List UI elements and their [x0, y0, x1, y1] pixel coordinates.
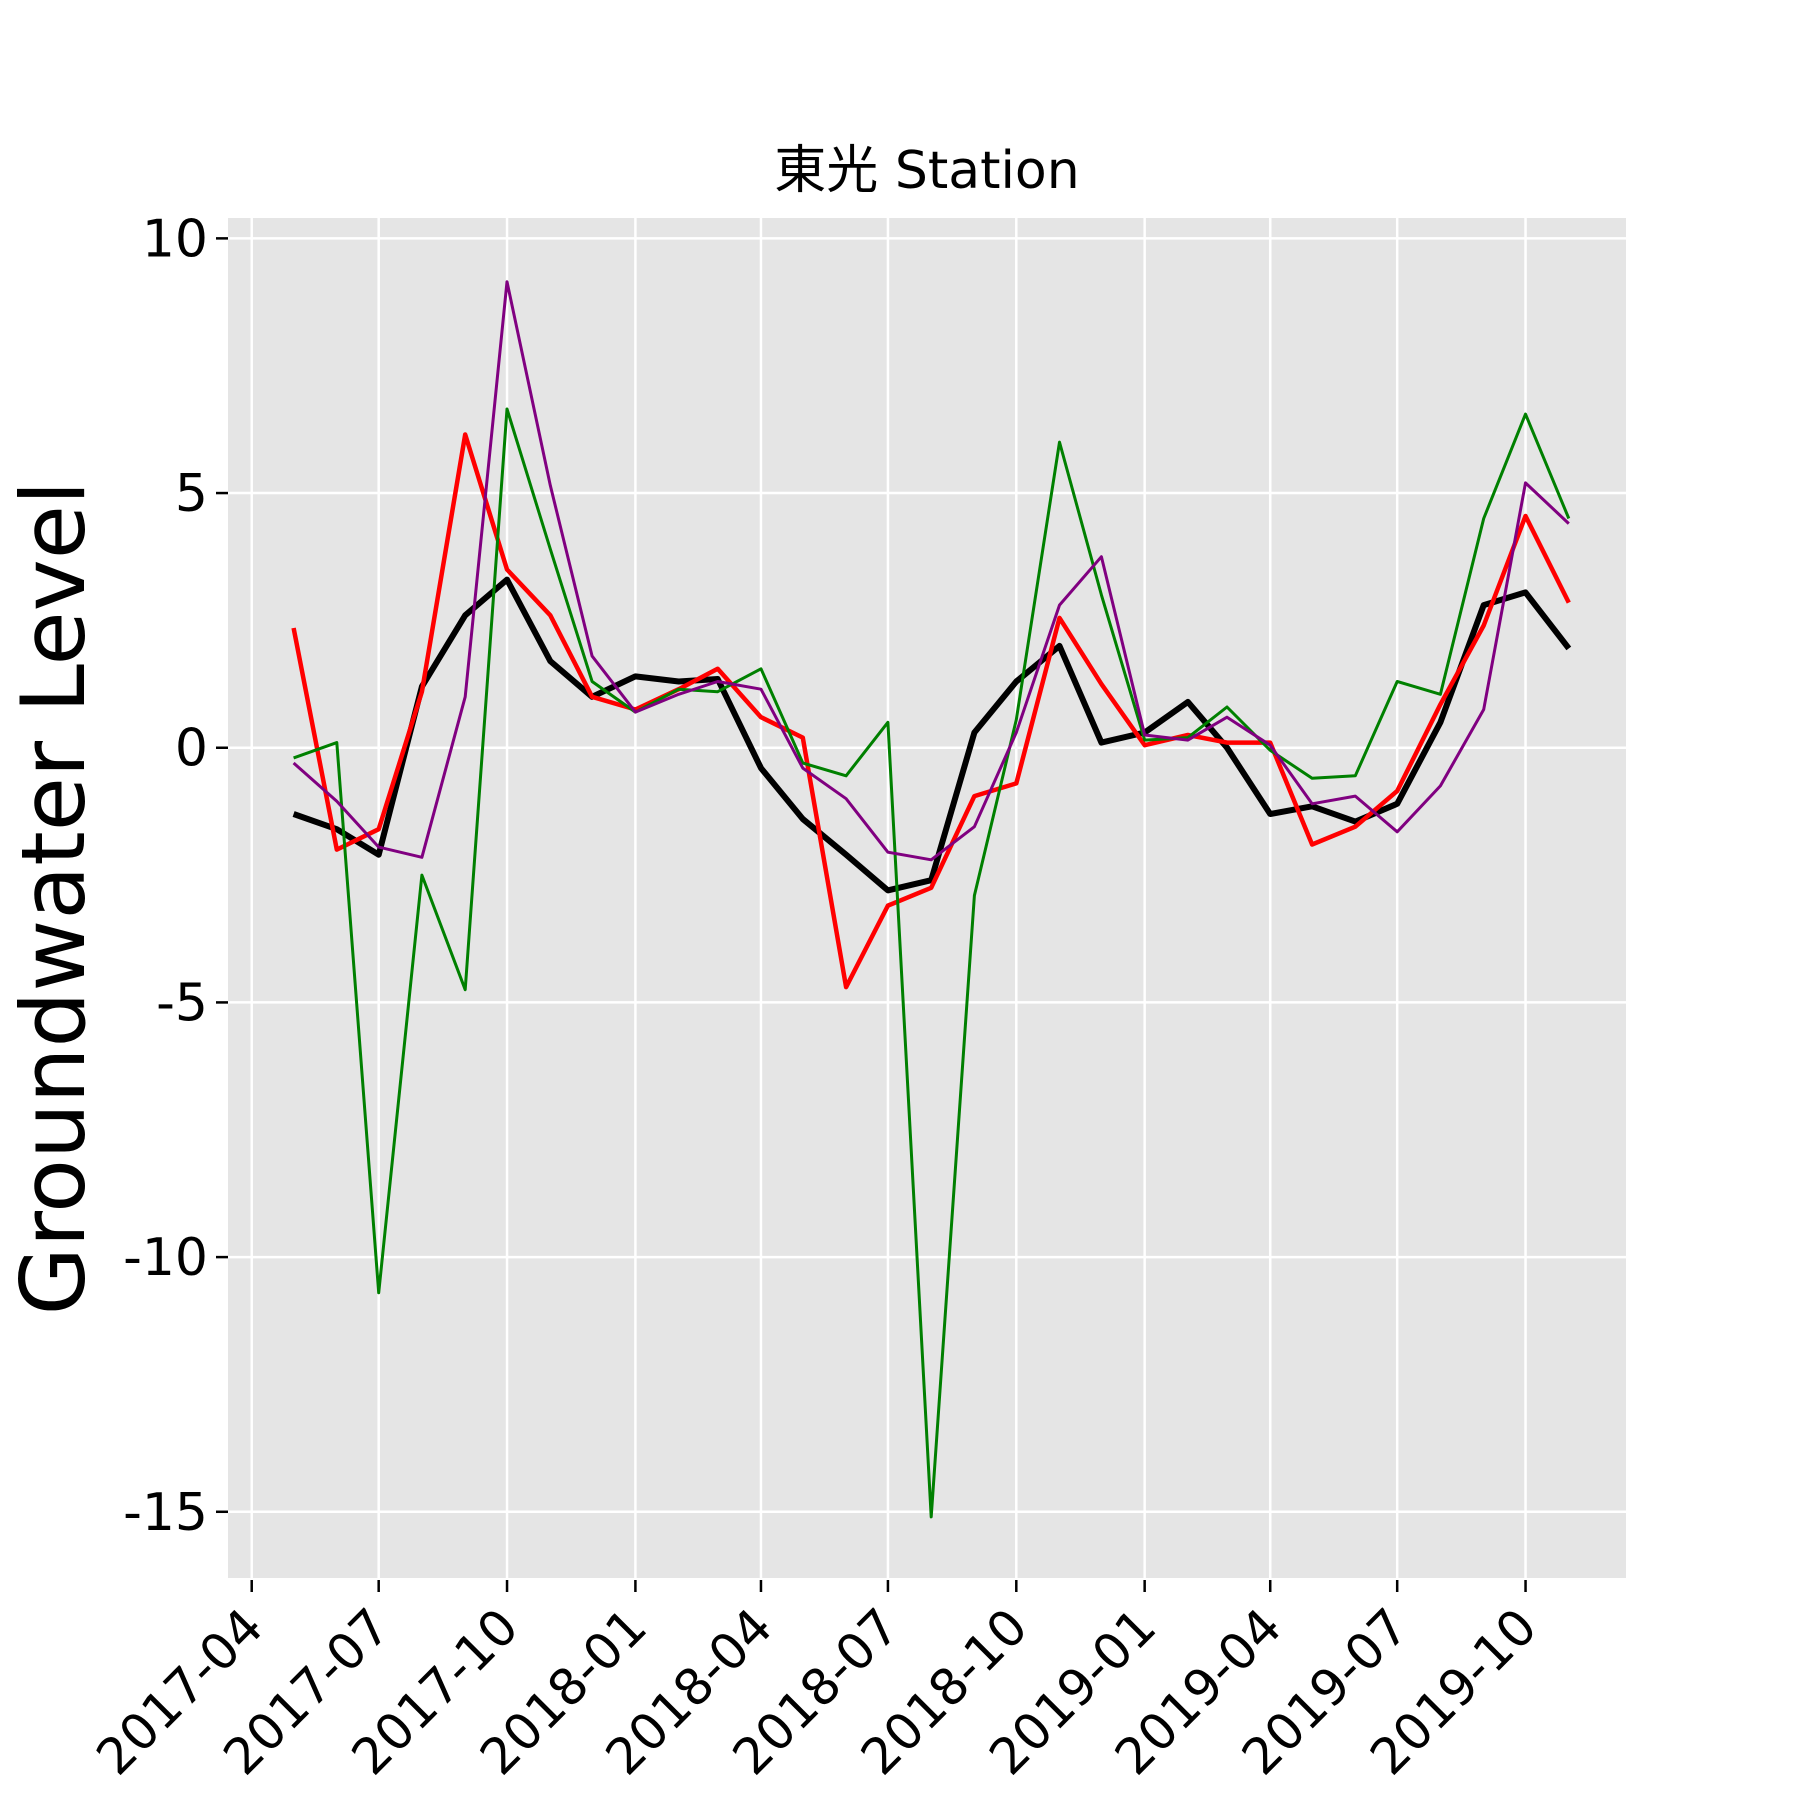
series-line-4 — [292, 280, 1570, 862]
y-tick-label: -15 — [123, 1483, 208, 1543]
y-tick-label: 5 — [175, 464, 208, 524]
series-lines — [291, 280, 1572, 1519]
y-axis-label: Groundwater Level — [2, 481, 105, 1316]
chart-title: 東光 Station — [774, 141, 1079, 201]
gridlines — [228, 218, 1626, 1578]
y-tick-label: 10 — [142, 209, 208, 269]
y-tick-label: 0 — [175, 719, 208, 779]
series-line-2 — [291, 432, 1571, 990]
series-line-1 — [292, 576, 1572, 894]
series-line-3 — [293, 407, 1571, 1519]
plot-area — [228, 218, 1626, 1578]
y-tick-label: -10 — [123, 1228, 208, 1288]
y-tick-label: -5 — [156, 973, 208, 1033]
